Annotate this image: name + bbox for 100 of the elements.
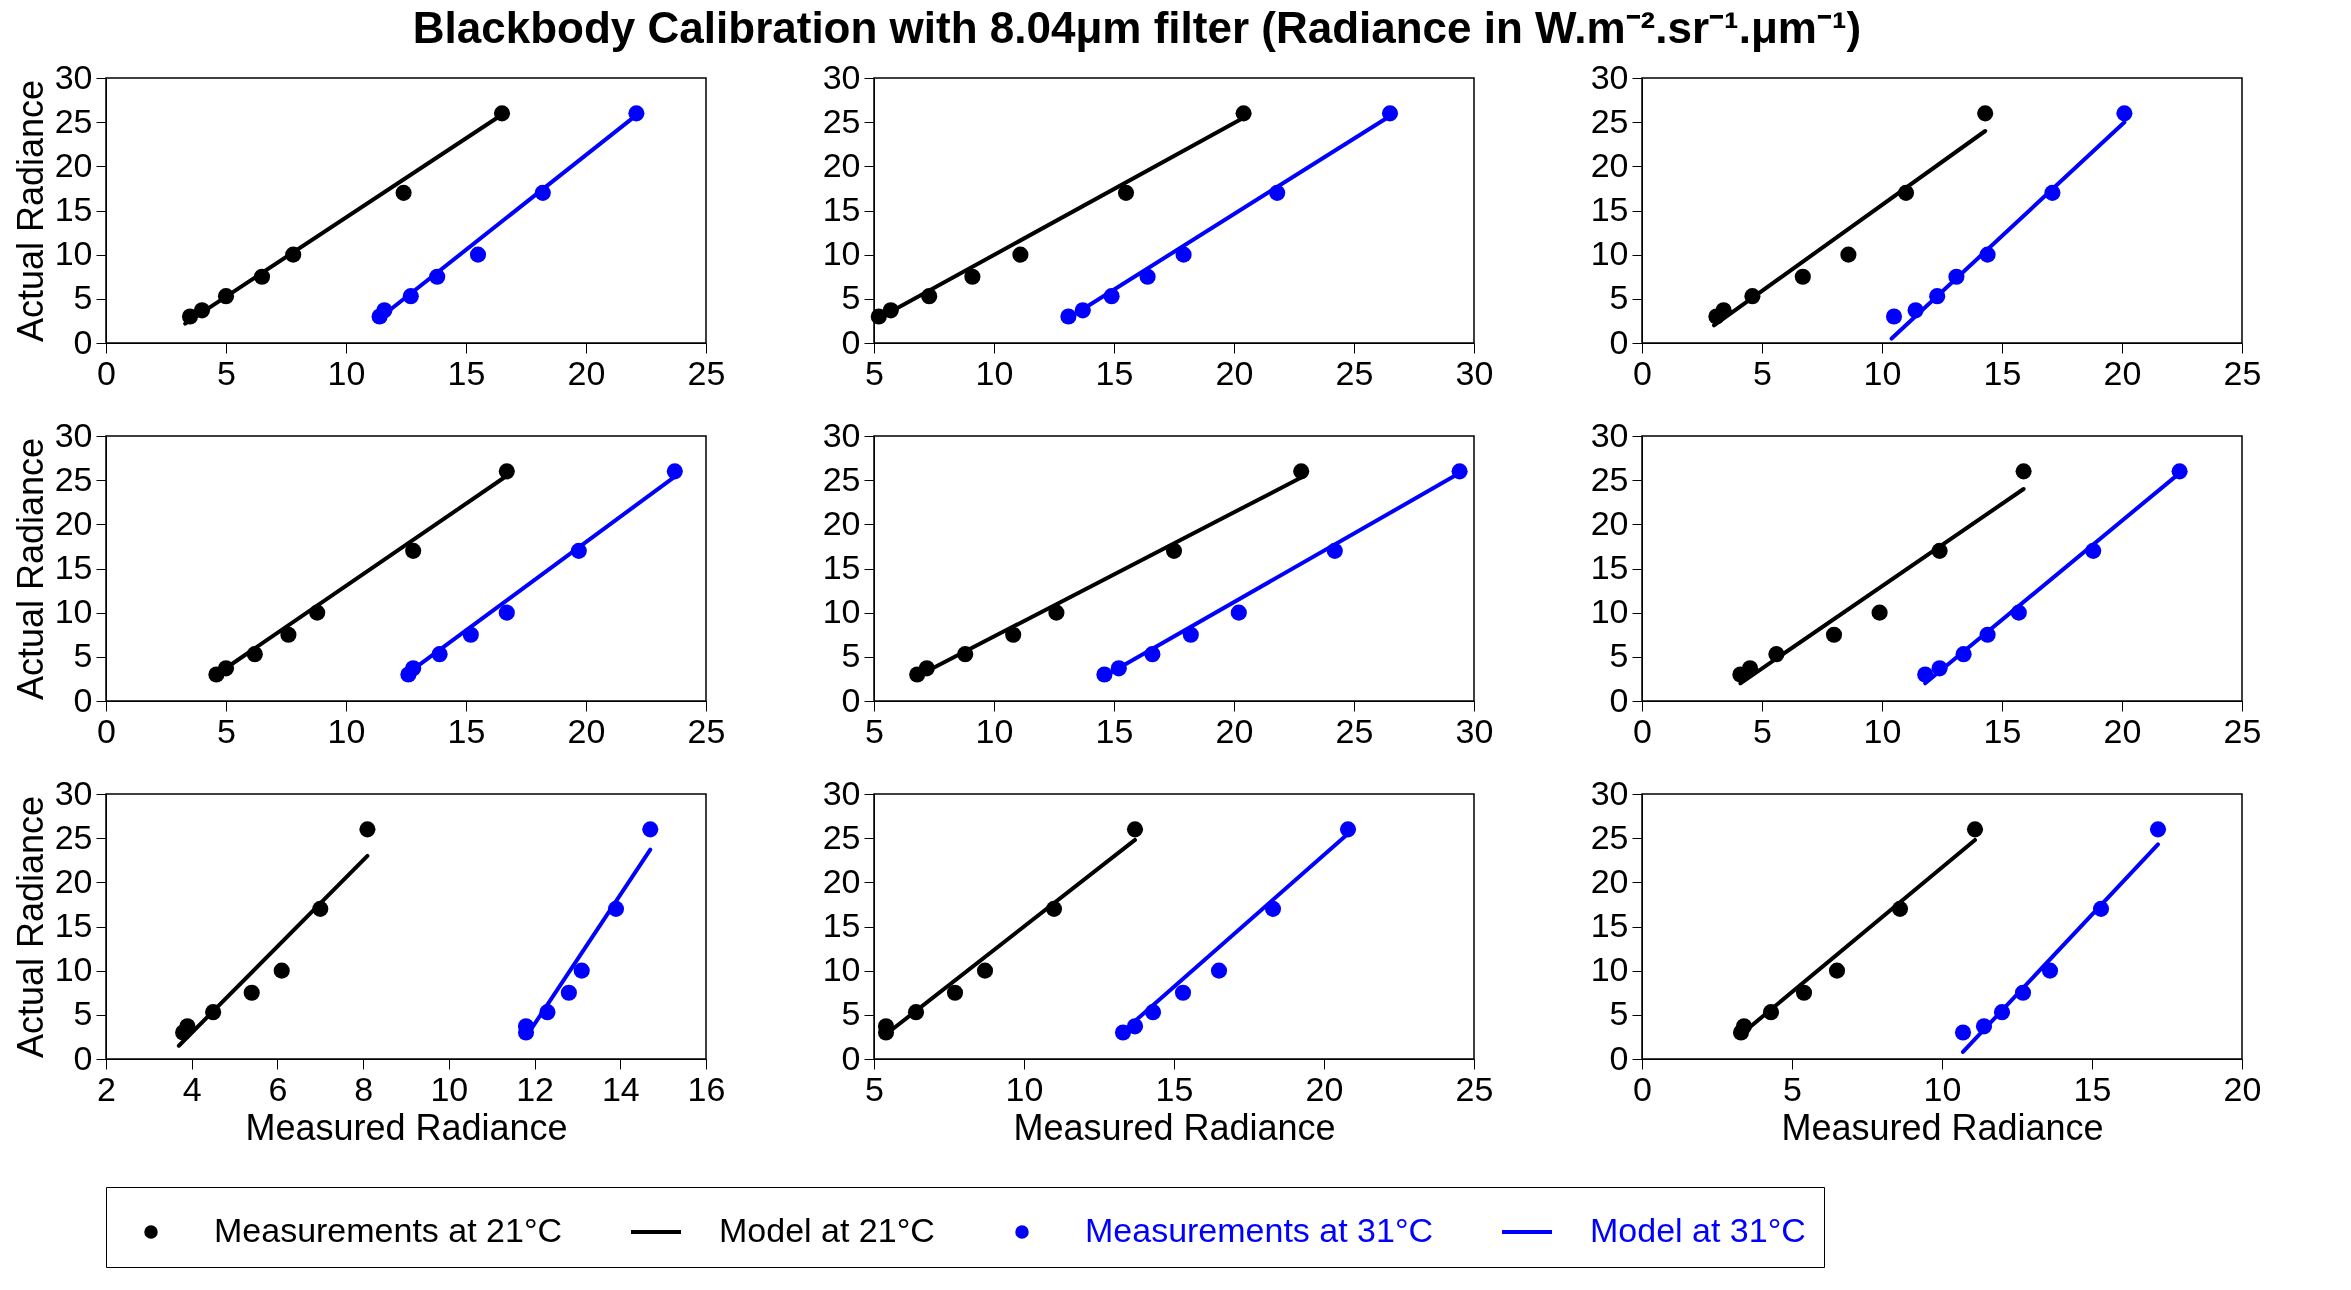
- x-tick-label: 2: [97, 1069, 116, 1108]
- y-tick-label: 15: [822, 548, 861, 586]
- y-tick-label: 30: [822, 773, 861, 812]
- point: [1871, 604, 1888, 621]
- y-tick-label: 15: [822, 190, 861, 228]
- x-tick-label: 25: [1335, 353, 1374, 392]
- point: [560, 984, 577, 1001]
- x-tick-label: 25: [2223, 711, 2262, 750]
- x-tick-label: 20: [1215, 711, 1254, 750]
- x-axis-title: Measured Radiance: [1781, 1106, 2104, 1148]
- y-tick-label: 20: [1590, 861, 1629, 900]
- y-tick-label: 20: [54, 861, 93, 900]
- x-tick-label: 10: [975, 711, 1014, 750]
- y-tick-label: 0: [73, 322, 93, 361]
- y-tick-label: 5: [73, 278, 93, 317]
- y-tick-label: 30: [1590, 773, 1629, 812]
- y-tick-label: 15: [1590, 906, 1629, 944]
- y-tick-label: 0: [841, 1038, 861, 1077]
- y-tick-label: 0: [73, 1038, 93, 1077]
- point: [642, 821, 659, 838]
- y-tick-label: 20: [1590, 145, 1629, 184]
- point: [1977, 105, 1994, 122]
- x-tick-label: 15: [1155, 1069, 1194, 1108]
- x-tick-label: 25: [1335, 711, 1374, 750]
- y-tick-label: 25: [54, 459, 93, 498]
- y-axis-title: Actual Radiance: [9, 795, 51, 1059]
- text: Blackbody Calibration with 8.04μm filter (Radiance in W.m⁻².sr⁻¹.μm⁻¹): [412, 3, 1862, 53]
- y-tick-label: 5: [841, 636, 861, 675]
- x-tick-label: 15: [1095, 711, 1134, 750]
- x-tick-label: 25: [687, 353, 726, 392]
- point: [1174, 984, 1192, 1001]
- point: [273, 962, 290, 979]
- x-tick-label: 15: [2073, 1069, 2112, 1108]
- y-tick-label: 15: [54, 548, 93, 586]
- point: [1954, 1024, 1972, 1041]
- y-tick-label: 20: [822, 145, 861, 184]
- x-tick-label: 10: [1863, 353, 1902, 392]
- y-axis-title: Actual Radiance: [9, 437, 51, 701]
- y-tick-label: 15: [1590, 548, 1629, 586]
- x-tick-label: 14: [601, 1069, 640, 1108]
- y-tick-label: 25: [54, 101, 93, 140]
- x-tick-label: 5: [1783, 1069, 1802, 1108]
- y-tick-label: 25: [1590, 817, 1629, 856]
- point: [2149, 821, 2167, 838]
- point: [573, 962, 590, 979]
- x-tick-label: 15: [1095, 353, 1134, 392]
- x-tick-label: 8: [354, 1069, 374, 1108]
- y-tick-label: 25: [54, 817, 93, 856]
- x-tick-label: 15: [447, 353, 486, 392]
- point: [1117, 184, 1135, 201]
- y-tick-label: 30: [822, 57, 861, 96]
- y-tick-label: 25: [1590, 459, 1629, 498]
- y-tick-label: 5: [73, 994, 93, 1033]
- point: [1794, 268, 1811, 285]
- x-tick-label: 10: [1863, 711, 1902, 750]
- y-tick-label: 5: [1609, 636, 1629, 675]
- y-tick-label: 25: [822, 101, 861, 140]
- x-tick-label: 25: [1455, 1069, 1494, 1108]
- x-tick-label: 15: [1983, 353, 2022, 392]
- x-tick-label: 20: [567, 353, 606, 392]
- x-tick-label: 5: [217, 353, 236, 392]
- point: [1828, 962, 1846, 979]
- point: [2015, 463, 2032, 480]
- y-tick-label: 10: [54, 592, 93, 631]
- y-tick-label: 0: [841, 322, 861, 361]
- x-tick-label: 25: [2223, 353, 2262, 392]
- y-tick-label: 10: [54, 950, 93, 989]
- point: [1210, 962, 1228, 979]
- y-tick-label: 20: [54, 503, 93, 542]
- point: [964, 268, 981, 285]
- point: [1885, 308, 1903, 325]
- x-tick-label: 10: [975, 353, 1014, 392]
- y-tick-label: 0: [1609, 1038, 1629, 1077]
- point: [976, 962, 994, 979]
- point: [1230, 604, 1247, 621]
- point: [2116, 105, 2133, 122]
- y-tick-label: 10: [54, 234, 93, 273]
- x-tick-label: 20: [2103, 711, 2142, 750]
- y-tick-label: 25: [1590, 101, 1629, 140]
- y-axis-title: Actual Radiance: [9, 79, 51, 343]
- y-tick-label: 15: [822, 906, 861, 944]
- y-tick-label: 10: [822, 234, 861, 273]
- y-tick-label: 5: [841, 994, 861, 1033]
- y-tick-label: 20: [1590, 503, 1629, 542]
- x-tick-label: 12: [516, 1069, 554, 1108]
- x-tick-label: 10: [1005, 1069, 1044, 1108]
- y-tick-label: 20: [822, 503, 861, 542]
- point: [405, 542, 422, 559]
- x-tick-label: 10: [327, 711, 366, 750]
- x-tick-label: 6: [268, 1069, 288, 1108]
- point: [395, 184, 412, 201]
- legend-label: Measurements at 21°C: [214, 1211, 563, 1249]
- legend-label: Measurements at 31°C: [1085, 1211, 1434, 1249]
- y-tick-label: 30: [822, 415, 861, 454]
- point: [1012, 246, 1029, 263]
- x-tick-label: 20: [567, 711, 606, 750]
- legend-label: Model at 21°C: [719, 1211, 935, 1249]
- y-tick-label: 0: [73, 680, 93, 719]
- y-tick-label: 20: [54, 145, 93, 184]
- x-tick-label: 20: [1215, 353, 1254, 392]
